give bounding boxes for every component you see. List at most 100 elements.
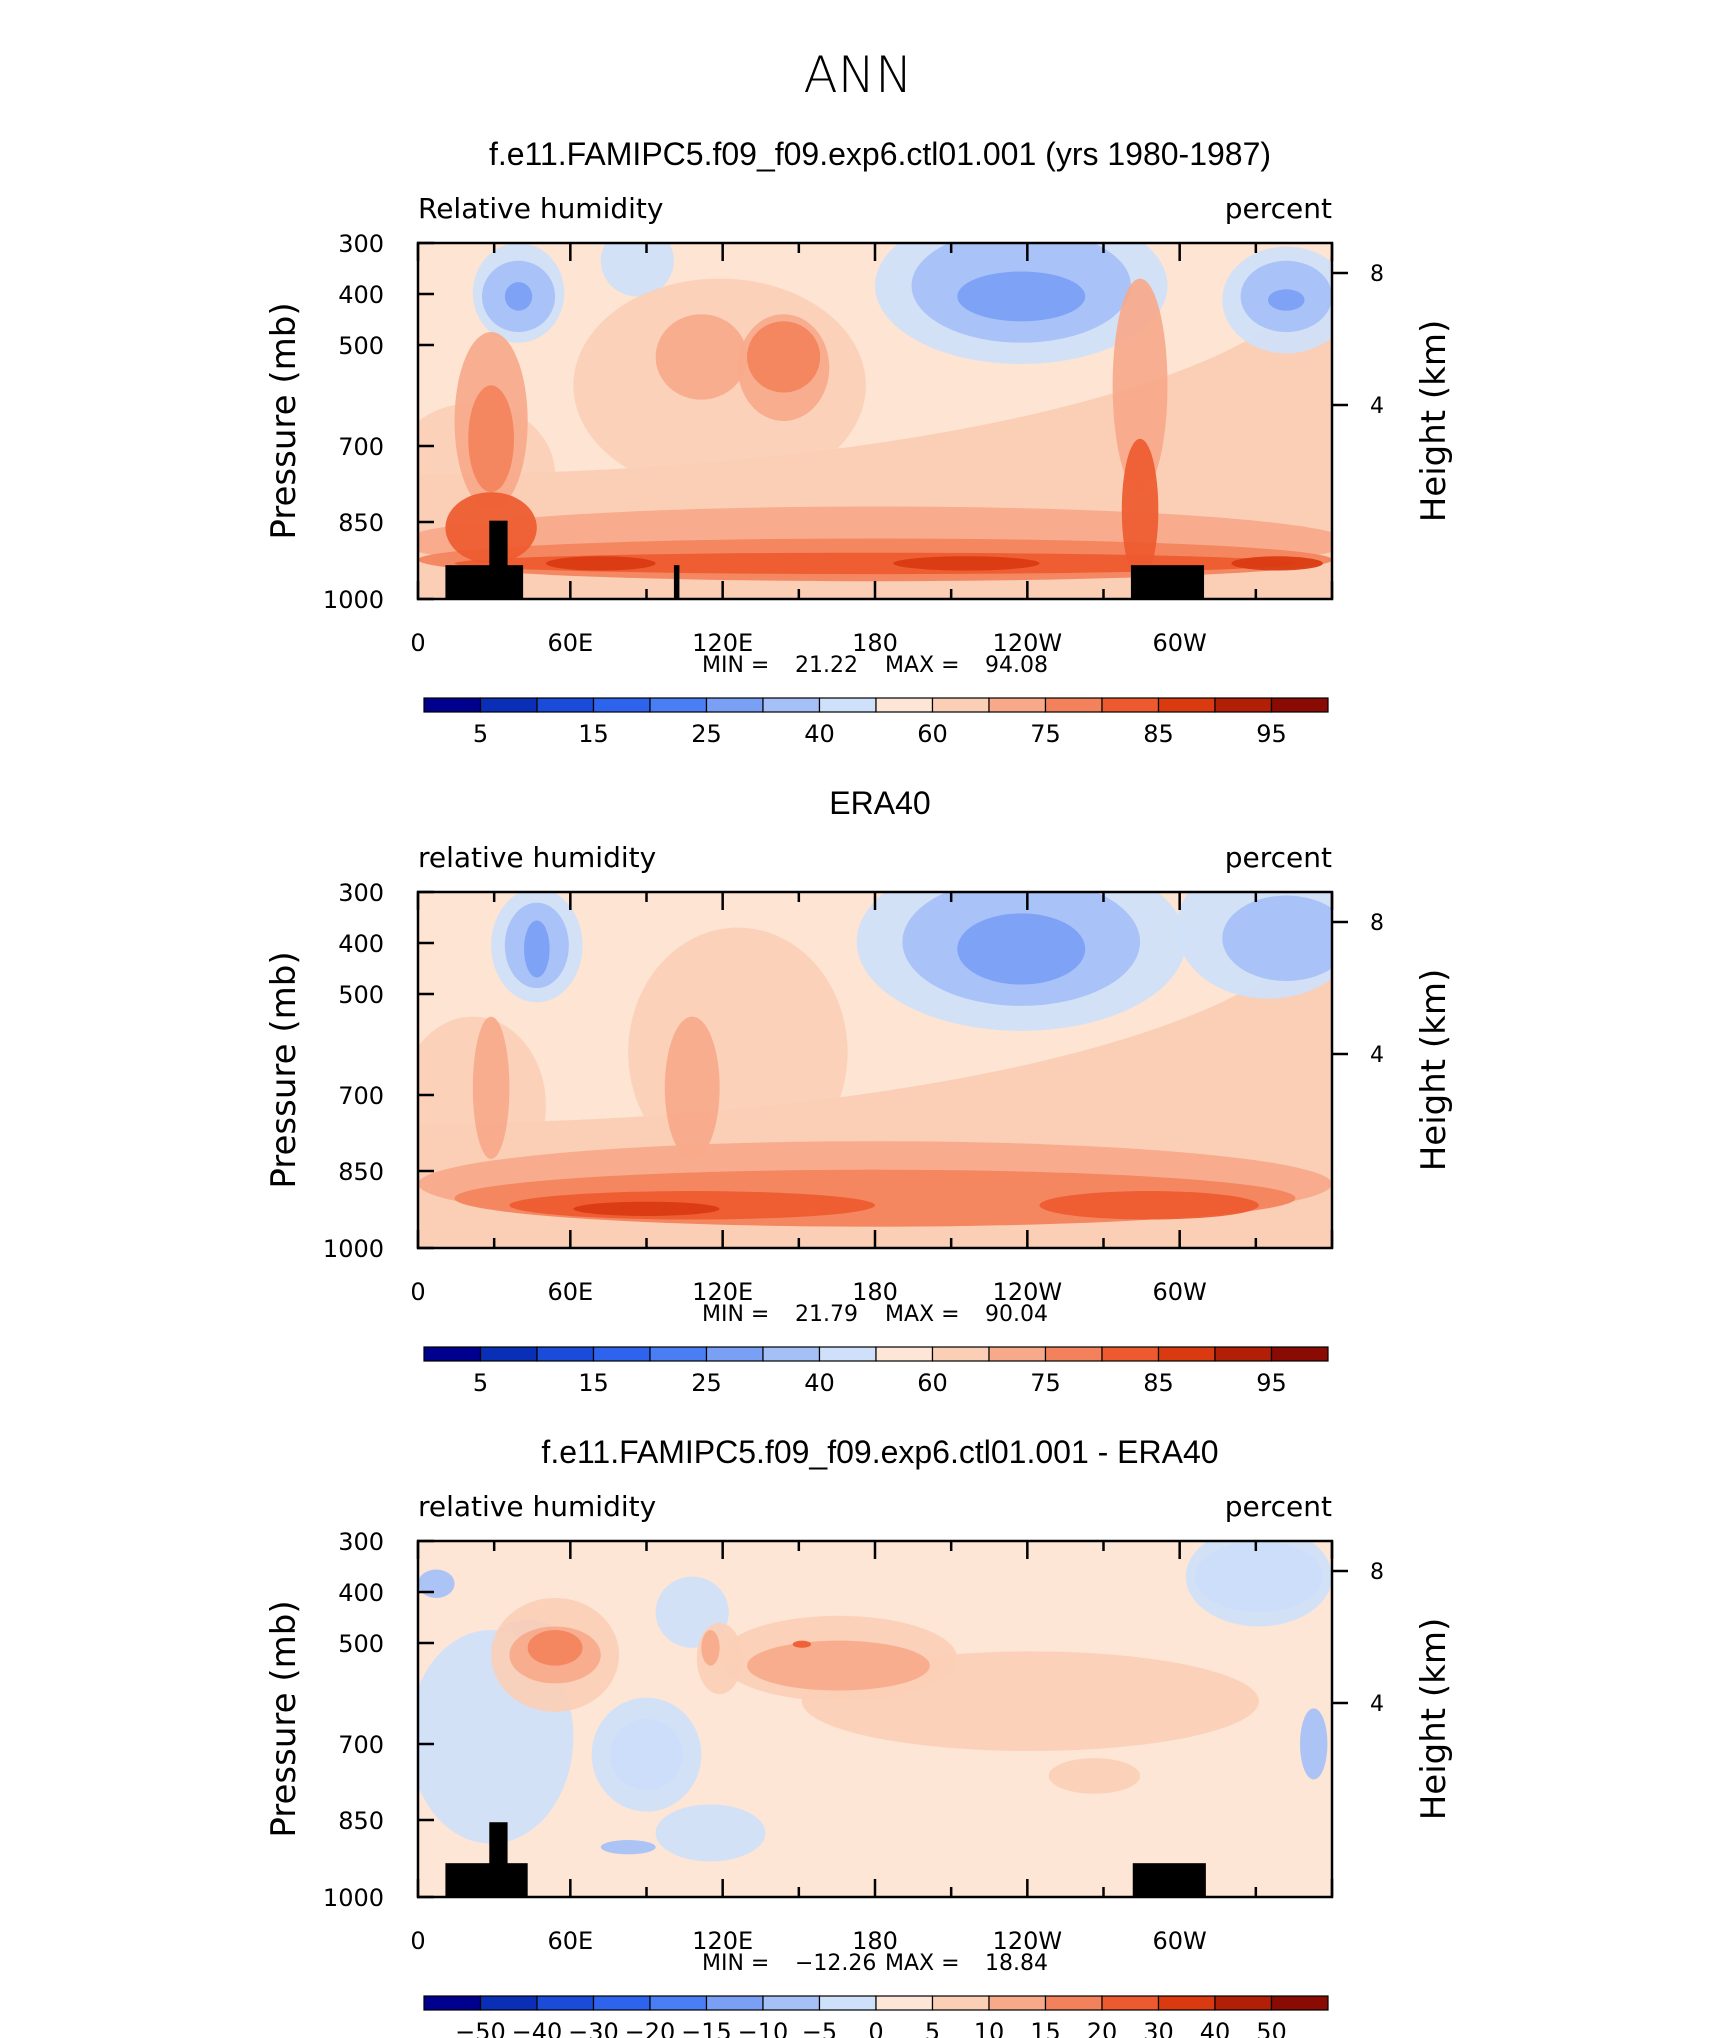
colorbar-label: 75: [1030, 1369, 1061, 1397]
y-tick-label: 700: [338, 1731, 384, 1759]
colorbar-swatch: [875, 1995, 934, 2011]
topography-mask: [445, 565, 524, 599]
x-tick-label: 180: [852, 1278, 898, 1306]
x-tick-label: 60E: [547, 1278, 593, 1306]
colorbar-swatch: [1101, 1346, 1160, 1362]
colorbar-label: −40: [512, 2018, 563, 2038]
y-tick-label: 850: [338, 1158, 384, 1186]
left-label: relative humidity: [418, 1490, 656, 1523]
colorbar-label: 40: [804, 1369, 835, 1397]
colorbar-label: 10: [974, 2018, 1005, 2038]
contour-region: [1121, 438, 1159, 582]
y-tick-label: 1000: [323, 586, 384, 614]
colorbar-label: 20: [1087, 2018, 1118, 2038]
colorbar-swatch: [1270, 1346, 1329, 1362]
panel-1: f.e11.FAMIPC5.f09_f09.exp6.ctl01.001 (yr…: [264, 136, 1454, 748]
colorbar-label: 5: [473, 1369, 488, 1397]
colorbar-label: −20: [625, 2018, 676, 2038]
colorbar-label: 60: [917, 720, 948, 748]
min-value: 21.22: [795, 653, 858, 678]
contour-region: [1039, 1191, 1259, 1220]
right-label: percent: [1225, 192, 1332, 225]
colorbar-label: −10: [738, 2018, 789, 2038]
contour-region: [524, 920, 550, 978]
y-tick-label: 1000: [323, 1235, 384, 1263]
panel-title: ERA40: [829, 785, 930, 821]
colorbar-label: 95: [1256, 1369, 1287, 1397]
min-value: −12.26: [795, 1951, 876, 1976]
colorbar-label: 25: [691, 1369, 722, 1397]
right-label: percent: [1225, 1490, 1332, 1523]
x-tick-label: 180: [852, 629, 898, 657]
colorbar-swatch: [818, 697, 877, 713]
colorbar-swatch: [592, 1995, 651, 2011]
x-tick-label: 120W: [993, 1927, 1063, 1955]
min-label: MIN =: [702, 653, 769, 678]
x-tick-label: 120W: [993, 629, 1063, 657]
contour-field: [418, 243, 1332, 599]
contour-region: [1185, 1541, 1332, 1627]
colorbar-swatch: [705, 1995, 764, 2011]
contour-region: [747, 321, 821, 393]
colorbar-label: 0: [868, 2018, 883, 2038]
max-label: MAX =: [885, 1951, 960, 1976]
page-title: ANN: [803, 46, 912, 104]
y-tick-label: 500: [338, 332, 384, 360]
colorbar-label: 85: [1143, 1369, 1174, 1397]
colorbar-swatch: [931, 1346, 990, 1362]
y-axis-label: Pressure (mb): [264, 302, 304, 539]
contour-region: [1231, 556, 1323, 571]
colorbar-label: 60: [917, 1369, 948, 1397]
colorbar-swatch: [479, 1995, 538, 2011]
min-value: 21.79: [795, 1302, 858, 1327]
y-tick-label: 500: [338, 981, 384, 1009]
y-tick-label: 300: [338, 230, 384, 258]
colorbar-swatch: [705, 1346, 764, 1362]
contour-region: [628, 927, 848, 1177]
panels: f.e11.FAMIPC5.f09_f09.exp6.ctl01.001 (yr…: [264, 136, 1454, 2038]
x-tick-label: 60W: [1153, 1927, 1207, 1955]
min-label: MIN =: [702, 1302, 769, 1327]
contour-region: [792, 1640, 812, 1648]
colorbar-swatch: [1157, 697, 1216, 713]
colorbar-label: −50: [455, 2018, 506, 2038]
y-tick-label: 850: [338, 509, 384, 537]
y-right-axis-label: Height (km): [1414, 1618, 1454, 1821]
contour-region: [454, 552, 1296, 575]
colorbar-swatch: [1157, 1346, 1216, 1362]
y-right-tick-label: 8: [1370, 262, 1384, 287]
colorbar-swatch: [423, 1995, 482, 2011]
panel-3: f.e11.FAMIPC5.f09_f09.exp6.ctl01.001 - E…: [264, 1434, 1454, 2038]
y-right-tick-label: 4: [1370, 1043, 1384, 1068]
topography-mask: [445, 1863, 528, 1897]
topography-mask: [489, 520, 508, 599]
y-tick-label: 300: [338, 879, 384, 907]
x-tick-label: 0: [410, 629, 425, 657]
min-label: MIN =: [702, 1951, 769, 1976]
contour-region: [1112, 278, 1168, 493]
max-value: 90.04: [985, 1302, 1048, 1327]
max-value: 18.84: [985, 1951, 1048, 1976]
y-tick-label: 300: [338, 1528, 384, 1556]
colorbar-swatch: [592, 697, 651, 713]
colorbar-swatch: [1101, 697, 1160, 713]
colorbar-swatch: [423, 697, 482, 713]
colorbar-swatch: [988, 1346, 1047, 1362]
x-tick-label: 60E: [547, 1927, 593, 1955]
x-tick-label: 0: [410, 1927, 425, 1955]
colorbar-swatch: [705, 697, 764, 713]
contour-region: [701, 1630, 720, 1666]
max-label: MAX =: [885, 653, 960, 678]
colorbar-label: 15: [578, 1369, 609, 1397]
panel-title: f.e11.FAMIPC5.f09_f09.exp6.ctl01.001 - E…: [541, 1434, 1218, 1470]
colorbar-swatch: [931, 697, 990, 713]
left-label: Relative humidity: [418, 192, 663, 225]
colorbar-swatch: [1044, 1346, 1103, 1362]
y-right-tick-label: 8: [1370, 911, 1384, 936]
colorbar-swatch: [479, 1346, 538, 1362]
colorbar-swatch: [931, 1995, 990, 2011]
colorbar-swatch: [1214, 1346, 1273, 1362]
colorbar-swatch: [649, 697, 708, 713]
